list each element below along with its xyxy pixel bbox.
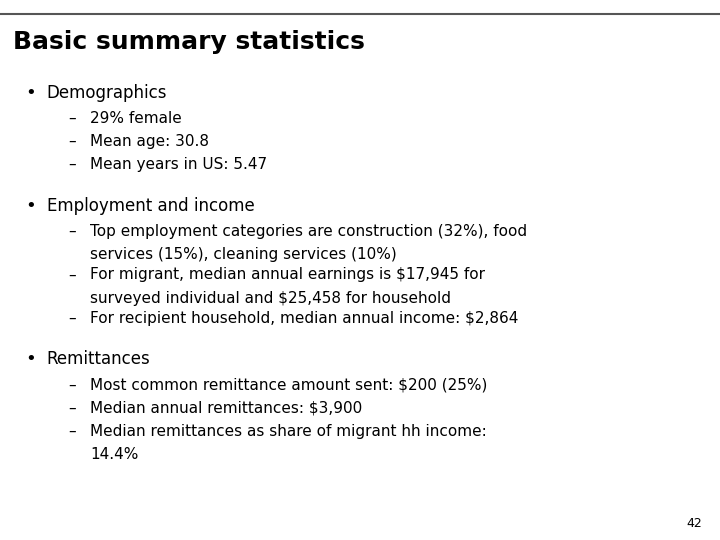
Text: –: – <box>68 377 76 393</box>
Text: –: – <box>68 224 76 239</box>
Text: Employment and income: Employment and income <box>47 197 255 214</box>
Text: –: – <box>68 311 76 326</box>
Text: 29% female: 29% female <box>90 111 181 126</box>
Text: For recipient household, median annual income: $2,864: For recipient household, median annual i… <box>90 311 518 326</box>
Text: •: • <box>25 197 36 214</box>
Text: For migrant, median annual earnings is $17,945 for: For migrant, median annual earnings is $… <box>90 267 485 282</box>
Text: Remittances: Remittances <box>47 350 150 368</box>
Text: Top employment categories are construction (32%), food: Top employment categories are constructi… <box>90 224 527 239</box>
Text: Mean years in US: 5.47: Mean years in US: 5.47 <box>90 157 267 172</box>
Text: Mean age: 30.8: Mean age: 30.8 <box>90 134 209 149</box>
Text: –: – <box>68 157 76 172</box>
Text: Median annual remittances: $3,900: Median annual remittances: $3,900 <box>90 401 362 416</box>
Text: services (15%), cleaning services (10%): services (15%), cleaning services (10%) <box>90 247 397 262</box>
Text: Most common remittance amount sent: $200 (25%): Most common remittance amount sent: $200… <box>90 377 487 393</box>
Text: 14.4%: 14.4% <box>90 447 138 462</box>
Text: –: – <box>68 134 76 149</box>
Text: –: – <box>68 424 76 439</box>
Text: 42: 42 <box>686 517 702 530</box>
Text: –: – <box>68 401 76 416</box>
Text: –: – <box>68 267 76 282</box>
Text: –: – <box>68 111 76 126</box>
Text: Median remittances as share of migrant hh income:: Median remittances as share of migrant h… <box>90 424 487 439</box>
Text: •: • <box>25 350 36 368</box>
Text: Basic summary statistics: Basic summary statistics <box>13 30 365 53</box>
Text: surveyed individual and $25,458 for household: surveyed individual and $25,458 for hous… <box>90 291 451 306</box>
Text: •: • <box>25 84 36 102</box>
Text: Demographics: Demographics <box>47 84 167 102</box>
